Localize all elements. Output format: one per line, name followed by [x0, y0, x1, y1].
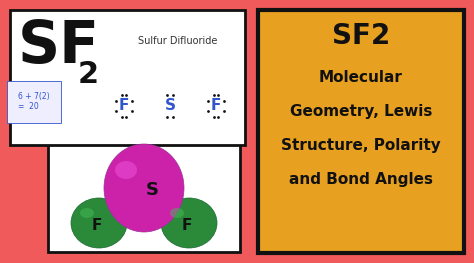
Ellipse shape	[115, 161, 137, 179]
Text: Molecular: Molecular	[319, 70, 403, 85]
Ellipse shape	[71, 198, 127, 248]
Text: Structure, Polarity: Structure, Polarity	[281, 138, 441, 153]
Text: F: F	[92, 218, 102, 232]
Ellipse shape	[170, 208, 184, 218]
Text: SF2: SF2	[332, 22, 390, 50]
Text: F: F	[119, 99, 129, 114]
Text: F: F	[182, 218, 192, 232]
Ellipse shape	[80, 208, 94, 218]
Text: F: F	[211, 99, 221, 114]
FancyBboxPatch shape	[48, 130, 240, 252]
Ellipse shape	[161, 198, 217, 248]
FancyBboxPatch shape	[10, 10, 245, 145]
Text: 6 + 7(2)
=  20: 6 + 7(2) = 20	[18, 92, 50, 112]
Text: SF: SF	[18, 18, 100, 75]
Text: Sulfur Difluoride: Sulfur Difluoride	[138, 36, 218, 46]
Text: Geometry, Lewis: Geometry, Lewis	[290, 104, 432, 119]
Text: 2: 2	[78, 60, 99, 89]
Text: and Bond Angles: and Bond Angles	[289, 172, 433, 187]
Text: S: S	[164, 99, 175, 114]
Text: S: S	[146, 181, 158, 199]
FancyBboxPatch shape	[258, 10, 464, 253]
Ellipse shape	[104, 144, 184, 232]
